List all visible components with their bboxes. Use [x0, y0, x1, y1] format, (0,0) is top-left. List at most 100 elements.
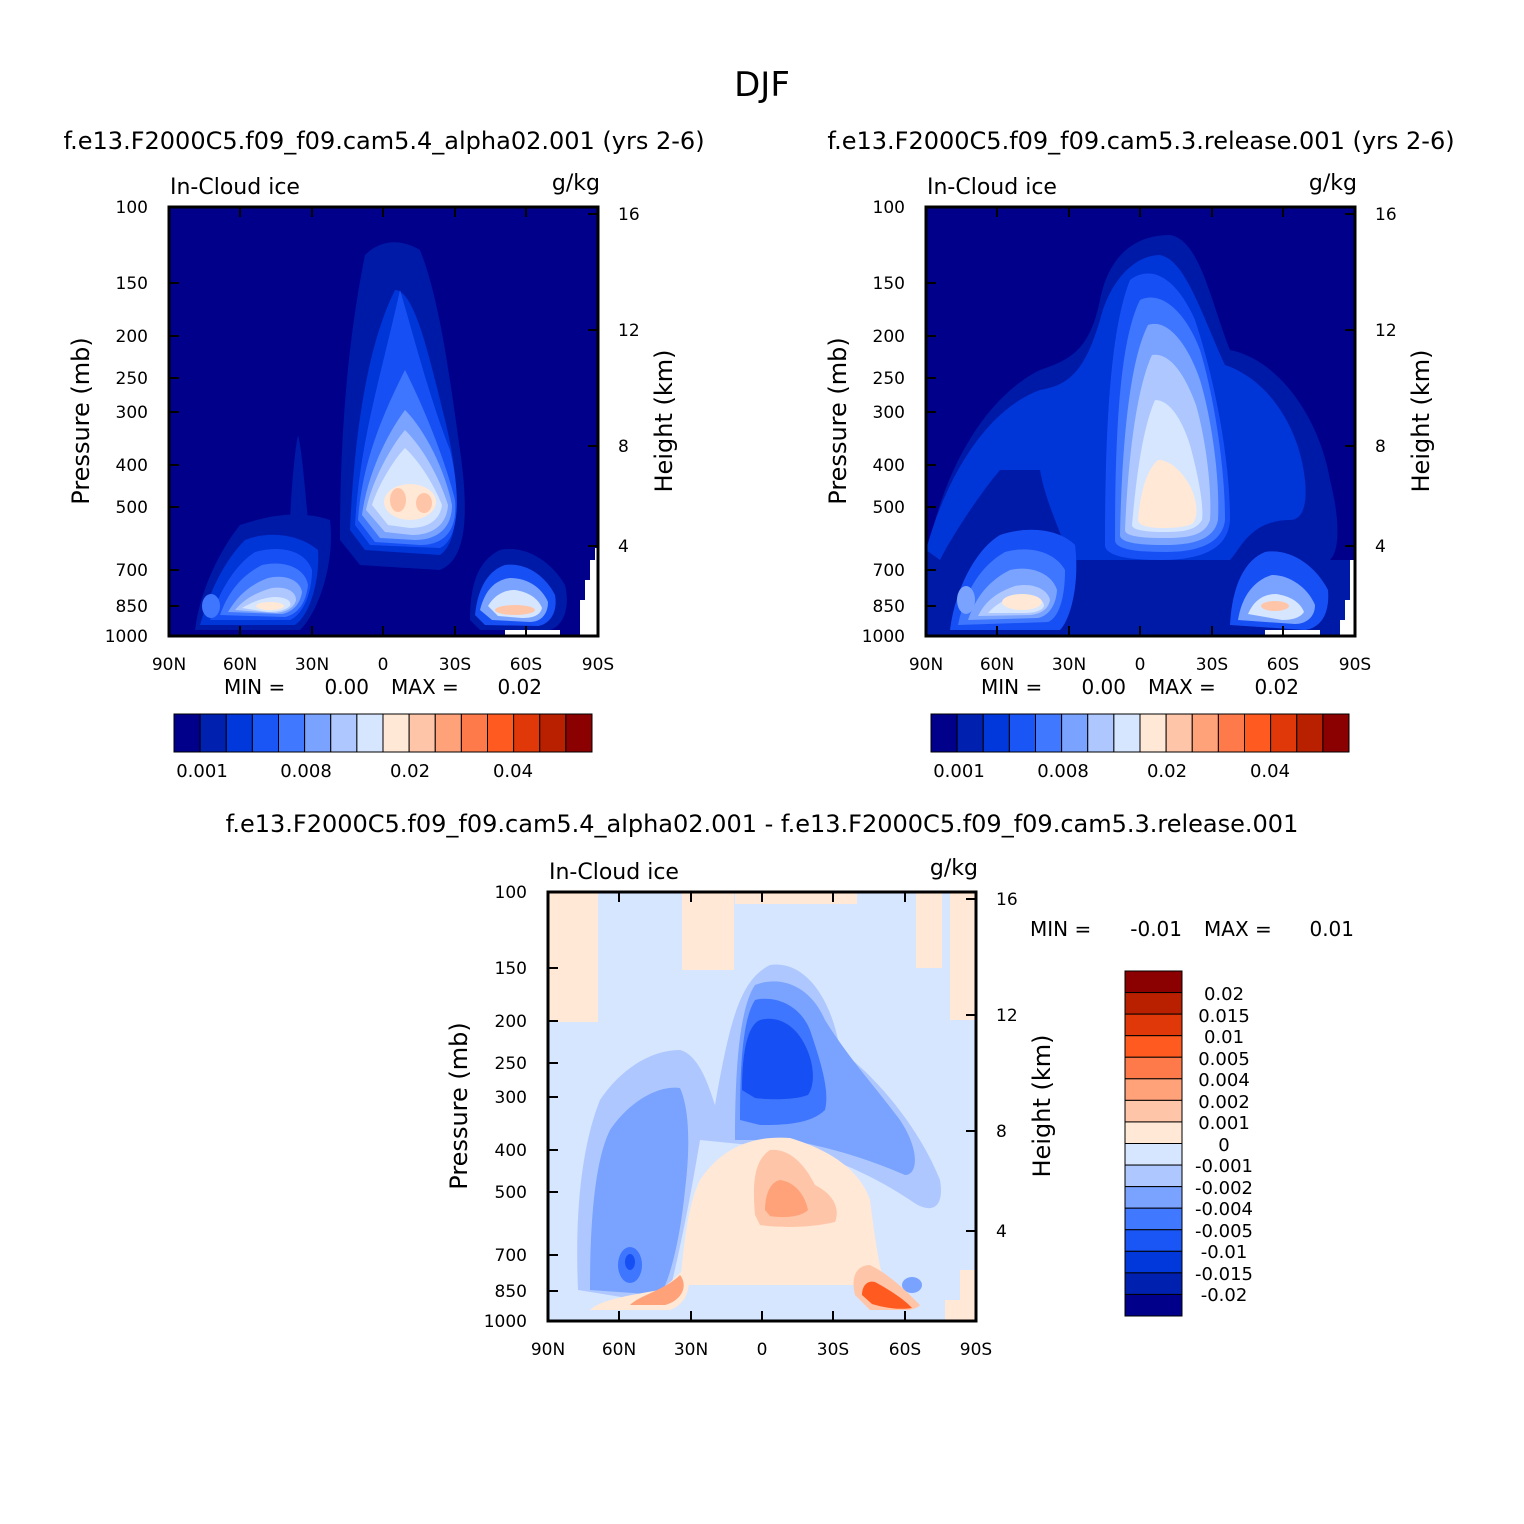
colorbar-swatch — [1270, 713, 1298, 753]
colorbar-swatch — [1124, 1078, 1183, 1101]
cbar-label: 0.02 — [1147, 761, 1187, 782]
cbar-label: 0.001 — [176, 761, 228, 782]
y-tick: 500 — [116, 498, 148, 518]
y-tick: 850 — [116, 597, 148, 617]
panel-1-min-value: 0.00 — [324, 675, 369, 699]
colorbar-swatch — [356, 713, 384, 753]
colorbar-swatch — [1124, 1164, 1183, 1188]
x-tick: 90S — [960, 1340, 992, 1360]
cbar-label: -0.02 — [1201, 1285, 1248, 1306]
y-tick: 850 — [495, 1282, 527, 1302]
panel-2-ylabel: Pressure (mb) — [824, 337, 852, 504]
panel-2-colorbar — [930, 713, 1350, 753]
panel-3-contours — [548, 892, 976, 1321]
cbar-label: -0.01 — [1201, 1242, 1248, 1263]
colorbar-swatch — [1124, 1121, 1183, 1144]
y-tick: 100 — [495, 883, 527, 903]
colorbar-swatch — [565, 713, 593, 753]
cbar-label: -0.004 — [1195, 1199, 1253, 1220]
colorbar-swatch — [1124, 1293, 1183, 1317]
y-tick: 500 — [873, 498, 905, 518]
panel-2-max-value: 0.02 — [1254, 675, 1299, 699]
panel-2-min-value: 0.00 — [1081, 675, 1126, 699]
colorbar-swatch — [304, 713, 332, 753]
colorbar-swatch — [1244, 713, 1272, 753]
colorbar-swatch — [1322, 713, 1350, 753]
panel-3-colorbar — [1124, 970, 1183, 1317]
cbar-label: 0.04 — [493, 761, 533, 782]
x-tick: 30N — [1052, 655, 1086, 675]
panel-3-max-label: MAX = — [1204, 917, 1272, 941]
panel-2-variable: In-Cloud ice — [927, 175, 1057, 200]
colorbar-swatch — [1191, 713, 1219, 753]
y-tick: 1000 — [105, 627, 148, 647]
panel-1-ylabel: Pressure (mb) — [67, 337, 95, 504]
cbar-label: 0.001 — [1198, 1113, 1250, 1134]
colorbar-swatch — [1124, 1186, 1183, 1209]
panel-1-variable: In-Cloud ice — [170, 175, 300, 200]
colorbar-swatch — [1113, 713, 1141, 753]
y-tick: 200 — [873, 327, 905, 347]
colorbar-swatch — [199, 713, 227, 753]
colorbar-swatch — [1124, 1229, 1183, 1252]
colorbar-swatch — [1124, 1272, 1183, 1295]
y-tick: 250 — [873, 369, 905, 389]
y2-tick: 12 — [618, 321, 640, 341]
cbar-label: 0.008 — [1037, 761, 1089, 782]
y-tick: 300 — [495, 1088, 527, 1108]
colorbar-swatch — [408, 713, 436, 753]
y2-tick: 16 — [1375, 205, 1397, 225]
colorbar-swatch — [382, 713, 410, 753]
x-tick: 60N — [980, 655, 1014, 675]
x-tick: 60S — [510, 655, 542, 675]
cbar-label: 0.005 — [1198, 1049, 1250, 1070]
cbar-label: 0.02 — [390, 761, 430, 782]
panel-2-ylabel-right: Height (km) — [1407, 350, 1435, 493]
colorbar-swatch — [513, 713, 541, 753]
y2-tick: 8 — [1375, 437, 1386, 457]
y-tick: 250 — [495, 1054, 527, 1074]
cbar-label: -0.002 — [1195, 1178, 1253, 1199]
x-tick: 90N — [152, 655, 186, 675]
colorbar-swatch — [1124, 1056, 1183, 1080]
colorbar-swatch — [1165, 713, 1193, 753]
y-tick: 200 — [495, 1012, 527, 1032]
x-tick: 60N — [602, 1340, 636, 1360]
colorbar-swatch — [1124, 1143, 1183, 1166]
x-tick: 30S — [1196, 655, 1228, 675]
x-tick: 60S — [1267, 655, 1299, 675]
y2-tick: 8 — [996, 1122, 1007, 1142]
y-tick: 100 — [116, 198, 148, 218]
y2-tick: 4 — [1375, 537, 1386, 557]
y-tick: 500 — [495, 1183, 527, 1203]
y2-tick: 4 — [618, 537, 629, 557]
colorbar-swatch — [1124, 1035, 1183, 1058]
y-tick: 400 — [495, 1141, 527, 1161]
y-tick: 250 — [116, 369, 148, 389]
y2-tick: 16 — [996, 890, 1018, 910]
y-tick: 1000 — [862, 627, 905, 647]
colorbar-swatch — [1124, 970, 1183, 994]
colorbar-swatch — [330, 713, 358, 753]
cbar-label: -0.005 — [1195, 1221, 1253, 1242]
panel-1-max-label: MAX = — [391, 675, 459, 699]
panel-3-x-axis: 90N 60N 30N 0 30S 60S 90S — [531, 1340, 992, 1360]
colorbar-swatch — [1139, 713, 1167, 753]
colorbar-swatch — [1035, 713, 1063, 753]
colorbar-swatch — [460, 713, 488, 753]
y-tick: 200 — [116, 327, 148, 347]
colorbar-swatch — [1124, 1207, 1183, 1231]
panel-3-max-value: 0.01 — [1309, 917, 1354, 941]
colorbar-swatch — [278, 713, 306, 753]
colorbar-swatch — [1124, 1250, 1183, 1274]
panel-3-min-label: MIN = — [1030, 917, 1091, 941]
panel-1: f.e13.F2000C5.f09_f09.cam5.4_alpha02.001… — [63, 127, 704, 782]
y-tick: 400 — [116, 456, 148, 476]
cbar-label: 0.02 — [1204, 984, 1244, 1005]
panel-3-ylabel: Pressure (mb) — [445, 1022, 473, 1189]
cbar-label: 0.004 — [1198, 1070, 1250, 1091]
panel-1-x-axis: 90N 60N 30N 0 30S 60S 90S — [152, 655, 614, 675]
x-tick: 90S — [582, 655, 614, 675]
y-tick: 300 — [116, 403, 148, 423]
panel-2-contours — [926, 207, 1355, 636]
